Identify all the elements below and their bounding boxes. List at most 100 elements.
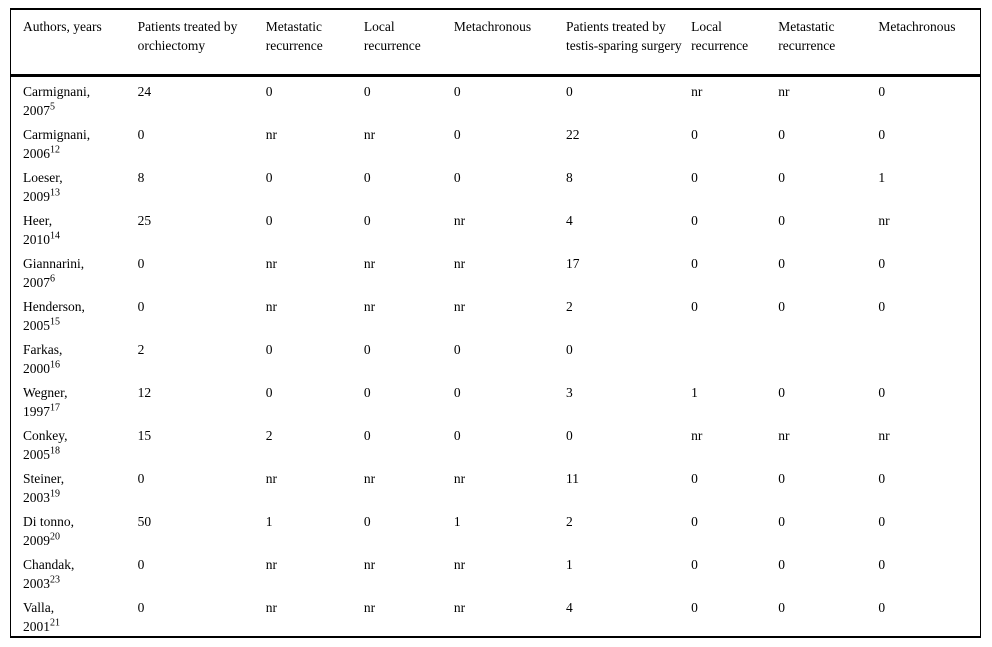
author-name: Carmignani, (23, 126, 91, 142)
value-cell: 0 (363, 384, 371, 400)
author-cell: Di tonno, 200920 (11, 507, 138, 550)
value-cell: 0 (363, 212, 371, 228)
reference-superscript: 19 (50, 488, 60, 499)
value-cell: 25 (137, 212, 152, 228)
recurrence-outcomes-table: Authors, years Patients treated by orchi… (10, 8, 981, 638)
value-cell: nr (453, 298, 466, 314)
value-cell: 0 (778, 470, 785, 486)
author-year: 2003 (23, 489, 50, 505)
column-header-testis-sparing-patients: Patients treated by testis-sparing surge… (566, 9, 692, 77)
value-cell: nr (363, 556, 376, 572)
author-name: Di tonno, (23, 513, 75, 529)
value-cell: 0 (691, 126, 698, 142)
value-cell: nr (265, 298, 277, 314)
author-name: Wegner, (23, 384, 68, 400)
value-cell: 0 (137, 126, 145, 142)
value-cell: 0 (878, 599, 886, 615)
column-header-authors-years: Authors, years (10, 9, 138, 77)
table-row: Valla, 200121 0 nr nr nr 4 0 0 0 (11, 593, 981, 637)
value-cell: nr (265, 255, 277, 271)
reference-superscript: 6 (50, 273, 55, 284)
value-cell (691, 335, 778, 378)
value-cell: nr (363, 126, 376, 142)
reference-superscript: 18 (50, 445, 60, 456)
table-row: Giannarini, 20076 0 nr nr nr 17 0 0 0 (11, 249, 981, 292)
table-row: Heer, 201014 25 0 0 nr 4 0 0 nr (11, 206, 981, 249)
value-cell: 0 (878, 384, 886, 400)
author-year: 2003 (23, 575, 50, 591)
author-cell: Heer, 201014 (11, 206, 138, 249)
value-cell: 24 (137, 83, 152, 99)
value-cell: 4 (566, 212, 573, 228)
value-cell: 0 (778, 599, 785, 615)
value-cell: 0 (878, 126, 886, 142)
value-cell: nr (878, 427, 890, 443)
value-cell: nr (778, 427, 790, 443)
author-name: Heer, (23, 212, 53, 228)
column-header-metachronous-testis-sparing: Metachronous (878, 9, 981, 77)
value-cell: 0 (878, 83, 886, 99)
value-cell: 8 (566, 169, 573, 185)
value-cell: 0 (453, 169, 461, 185)
value-cell: 3 (566, 384, 573, 400)
value-cell: nr (265, 126, 277, 142)
author-name: Carmignani, (23, 83, 91, 99)
value-cell: 0 (691, 556, 698, 572)
value-cell: 0 (878, 255, 886, 271)
value-cell: nr (363, 470, 376, 486)
value-cell: 0 (363, 513, 371, 529)
value-cell: 1 (566, 556, 573, 572)
value-cell: 0 (137, 470, 145, 486)
value-cell: 2 (265, 427, 273, 443)
author-name: Valla, (23, 599, 55, 615)
table-row: Steiner, 200319 0 nr nr nr 11 0 0 0 (11, 464, 981, 507)
value-cell: 0 (566, 341, 573, 357)
reference-superscript: 17 (50, 402, 60, 413)
column-header-orchiectomy-patients: Patients treated by orchiectomy (137, 9, 266, 77)
author-year: 2001 (23, 618, 50, 634)
author-year: 2005 (23, 317, 50, 333)
reference-superscript: 16 (50, 359, 60, 370)
value-cell: 1 (265, 513, 273, 529)
value-cell: 0 (453, 83, 461, 99)
author-cell: Conkey, 200518 (11, 421, 138, 464)
value-cell: 0 (778, 513, 785, 529)
table-row: Carmignani, 20075 24 0 0 0 0 nr nr 0 (11, 75, 981, 120)
value-cell: 0 (137, 255, 145, 271)
author-year: 2005 (23, 446, 50, 462)
value-cell: 0 (778, 212, 785, 228)
value-cell: nr (778, 83, 790, 99)
author-year: 2009 (23, 188, 50, 204)
reference-superscript: 15 (50, 316, 60, 327)
value-cell: 0 (363, 341, 371, 357)
table-row: Di tonno, 200920 50 1 0 1 2 0 0 0 (11, 507, 981, 550)
value-cell: 2 (137, 341, 145, 357)
author-cell: Henderson, 200515 (11, 292, 138, 335)
value-cell: 0 (265, 212, 273, 228)
value-cell: 0 (265, 341, 273, 357)
value-cell: 0 (778, 169, 785, 185)
value-cell: nr (363, 255, 376, 271)
value-cell: nr (453, 599, 466, 615)
table-header-row: Authors, years Patients treated by orchi… (10, 9, 981, 77)
table-row: Farkas, 200016 2 0 0 0 0 (11, 335, 981, 378)
author-year: 2009 (23, 532, 50, 548)
value-cell: 0 (363, 169, 371, 185)
author-cell: Chandak, 200323 (11, 550, 138, 593)
reference-superscript: 21 (50, 617, 60, 628)
value-cell: 0 (453, 384, 461, 400)
value-cell: 11 (566, 470, 580, 486)
reference-superscript: 5 (50, 101, 55, 112)
value-cell: 0 (878, 556, 886, 572)
value-cell: 0 (778, 255, 785, 271)
value-cell: 0 (691, 212, 698, 228)
reference-superscript: 23 (50, 574, 60, 585)
value-cell: 0 (691, 513, 698, 529)
table-row: Chandak, 200323 0 nr nr nr 1 0 0 0 (11, 550, 981, 593)
value-cell: 4 (566, 599, 573, 615)
value-cell: 0 (878, 513, 886, 529)
value-cell: 0 (778, 126, 785, 142)
reference-superscript: 13 (50, 187, 60, 198)
author-year: 2010 (23, 231, 50, 247)
value-cell: 0 (691, 599, 698, 615)
